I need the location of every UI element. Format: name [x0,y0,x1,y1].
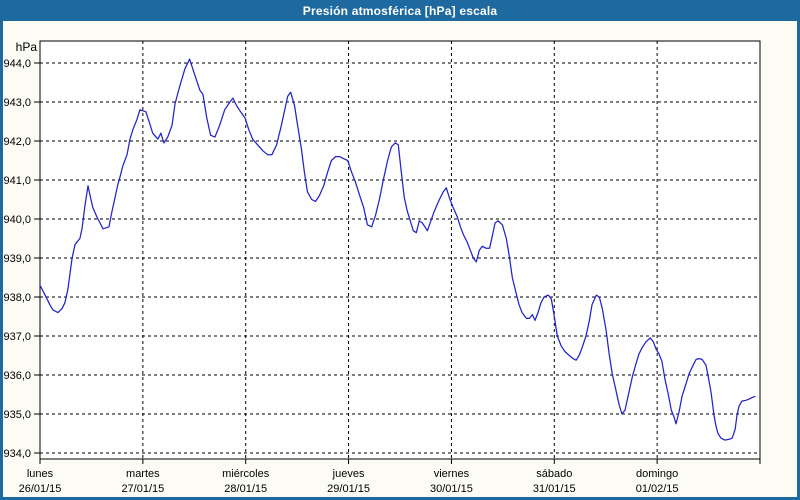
x-axis-date-label: 27/01/15 [121,483,164,495]
y-axis-unit-label: hPa [16,40,38,54]
x-axis-date-label: 30/01/15 [430,483,473,495]
y-axis-label: 943,0 [3,97,31,109]
x-axis-date-label: 29/01/15 [327,483,370,495]
x-axis-date-label: 01/02/15 [636,483,679,495]
x-axis-day-label: sábado [536,468,572,480]
y-axis-label: 941,0 [3,175,31,187]
y-axis-label: 936,0 [3,370,31,382]
y-axis-label: 940,0 [3,214,31,226]
pressure-line [39,58,756,441]
y-axis-label: 942,0 [3,136,31,148]
y-axis-label: 938,0 [3,292,31,304]
x-axis-date-label: 26/01/15 [19,483,62,495]
y-axis-label: 935,0 [3,409,31,421]
x-axis-day-label: jueves [332,468,365,480]
plot-area [40,41,760,459]
y-axis-label: 939,0 [3,253,31,265]
y-axis-label: 937,0 [3,331,31,343]
window-title: Presión atmosférica [hPa] escala [302,3,498,18]
x-axis-day-label: domingo [636,468,678,480]
plot-border [39,40,761,460]
x-axis-day-label: viernes [434,468,470,480]
window-titlebar: Presión atmosférica [hPa] escala [0,0,800,21]
x-axis-day-label: lunes [27,468,54,480]
y-axis-label: 934,0 [3,448,31,460]
x-axis-date-label: 28/01/15 [224,483,267,495]
x-axis-date-label: 31/01/15 [533,483,576,495]
x-axis-day-label: miércoles [222,468,270,480]
y-axis-label: 944,0 [3,58,31,70]
x-axis-day-label: martes [126,468,160,480]
